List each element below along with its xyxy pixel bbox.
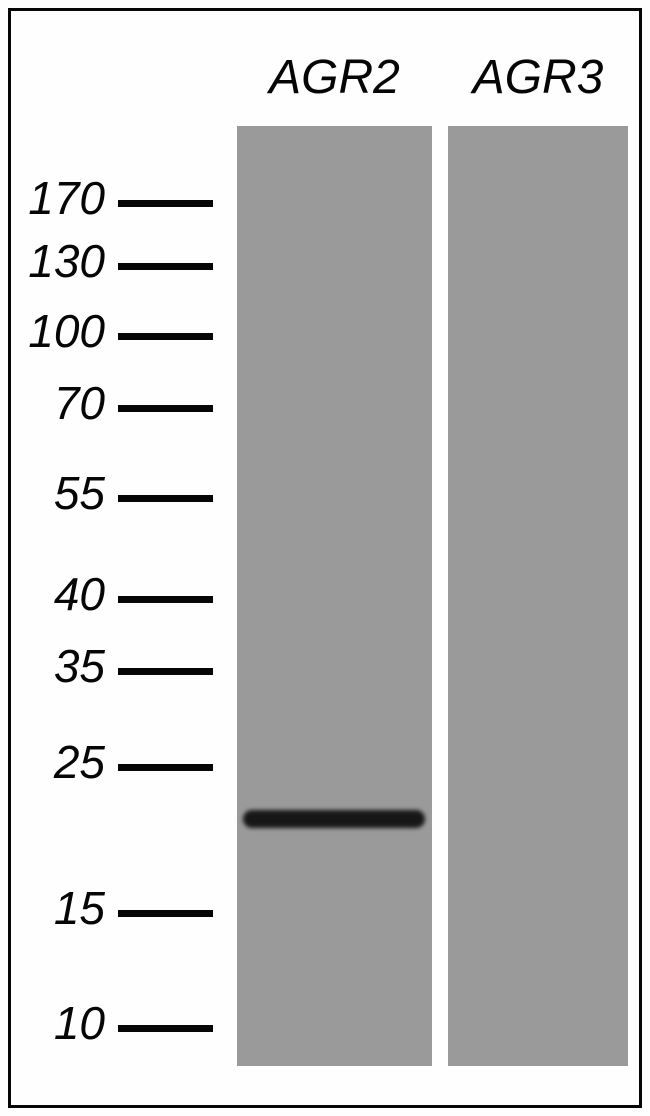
ladder-label-100: 100 xyxy=(0,304,105,358)
band-agr2 xyxy=(243,810,425,828)
lane-label-agr3: AGR3 xyxy=(448,50,628,105)
ladder-label-170: 170 xyxy=(0,171,105,225)
ladder-label-70: 70 xyxy=(0,376,105,430)
ladder-label-55: 55 xyxy=(0,466,105,520)
ladder-label-35: 35 xyxy=(0,639,105,693)
ladder-tick-55 xyxy=(118,495,213,502)
ladder-tick-35 xyxy=(118,668,213,675)
ladder-tick-130 xyxy=(118,263,213,270)
lane-agr2 xyxy=(237,126,432,1066)
ladder-tick-70 xyxy=(118,405,213,412)
ladder-tick-170 xyxy=(118,200,213,207)
ladder-label-130: 130 xyxy=(0,234,105,288)
ladder-tick-15 xyxy=(118,910,213,917)
ladder-tick-100 xyxy=(118,333,213,340)
ladder-label-10: 10 xyxy=(0,996,105,1050)
ladder-tick-40 xyxy=(118,596,213,603)
ladder-tick-10 xyxy=(118,1025,213,1032)
ladder-label-15: 15 xyxy=(0,881,105,935)
lane-label-agr2: AGR2 xyxy=(237,50,432,105)
lane-agr3 xyxy=(448,126,628,1066)
ladder-label-25: 25 xyxy=(0,735,105,789)
ladder-tick-25 xyxy=(118,764,213,771)
ladder-label-40: 40 xyxy=(0,567,105,621)
